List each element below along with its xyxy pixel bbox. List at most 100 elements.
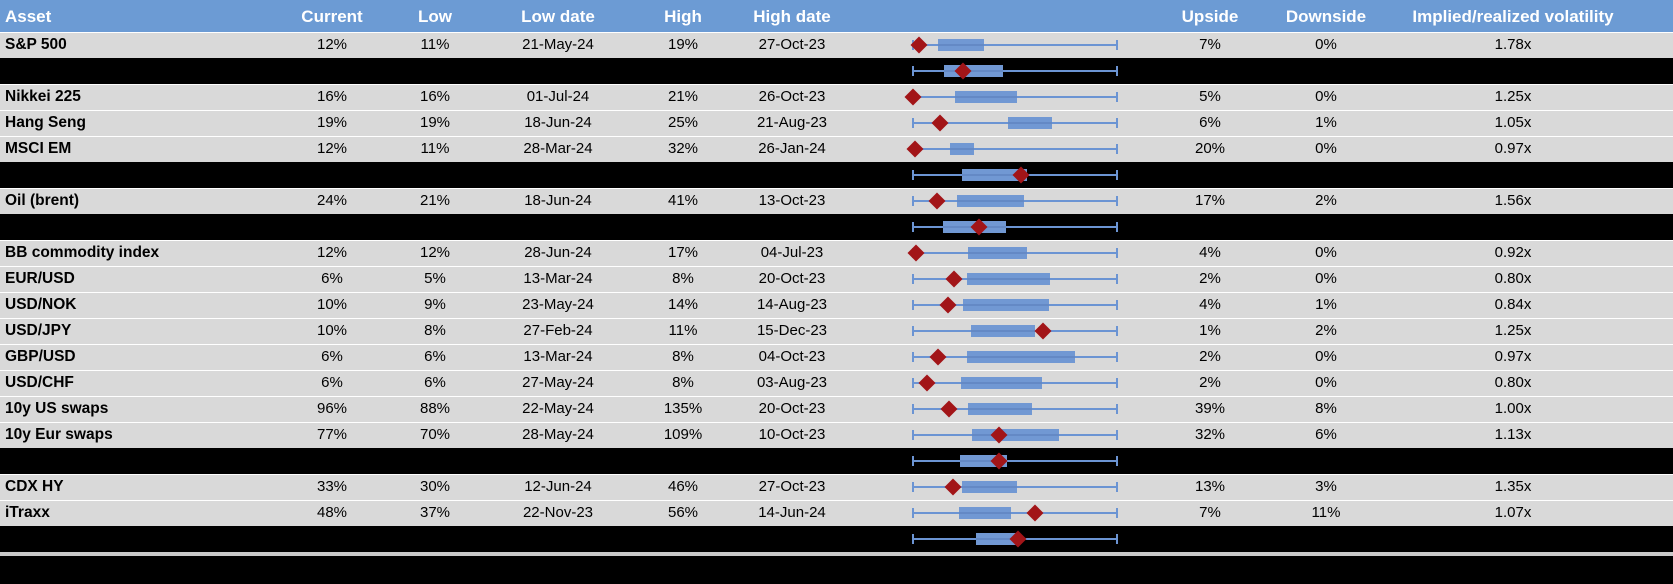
volatility-range-chart: [855, 58, 1175, 84]
cell-asset: GBP/USD: [5, 348, 76, 365]
iqr-box: [967, 351, 1075, 363]
cell-current: 33%: [316, 478, 348, 495]
range-whisker: [913, 226, 1117, 228]
whisker-cap-right: [1116, 196, 1118, 206]
iqr-box: [944, 65, 1003, 77]
cell-low: 30%: [419, 478, 451, 495]
current-diamond-marker: [904, 88, 922, 106]
volatility-range-chart: [855, 318, 1175, 344]
cell-low: 9%: [424, 296, 446, 313]
whisker-cap-left: [912, 482, 914, 492]
whisker-cap-right: [1116, 144, 1118, 154]
whisker-cap-right: [1116, 222, 1118, 232]
column-header-asset: Asset: [5, 7, 52, 26]
cell-upside: 39%: [1194, 400, 1226, 417]
whisker-cap-left: [912, 378, 914, 388]
whisker-cap-left: [912, 326, 914, 336]
table-row-gbp-usd: GBP/USD 6% 6% 13-Mar-24 8% 04-Oct-23 2% 0% 0.97x: [0, 344, 1673, 370]
volatility-range-chart: [855, 32, 1175, 58]
cell-low-date: 27-Feb-24: [523, 322, 593, 339]
cell-implied-realized: 0.97x: [1494, 140, 1532, 157]
cell-upside: 4%: [1199, 296, 1221, 313]
cell-low-date: 18-Jun-24: [524, 114, 592, 131]
current-diamond-marker: [918, 374, 936, 392]
iqr-box: [958, 507, 1011, 519]
cell-low: 19%: [419, 114, 451, 131]
cell-downside: 1%: [1315, 296, 1337, 313]
cell-low-date: 23-May-24: [522, 296, 594, 313]
range-whisker: [913, 148, 1117, 150]
cell-low: 6%: [424, 348, 446, 365]
cell-high-date: 20-Oct-23: [758, 270, 826, 287]
volatility-range-chart: [855, 526, 1175, 552]
cell-low-date: 22-May-24: [522, 400, 594, 417]
table-row-bb-commodity-index: BB commodity index 12% 12% 28-Jun-24 17% 04-J…: [0, 240, 1673, 266]
whisker-cap-right: [1116, 456, 1118, 466]
cell-asset: USD/CHF: [5, 374, 74, 391]
cell-implied-realized: 0.84x: [1494, 296, 1532, 313]
column-header-low: Low: [418, 7, 452, 26]
table-row-usd-nok: USD/NOK 10% 9% 23-May-24 14% 14-Aug-23 4% 1% 0.8…: [0, 292, 1673, 318]
spacer-row: [0, 214, 1673, 240]
column-header-implied-realized: Implied/realized volatility: [1412, 7, 1614, 26]
whisker-cap-left: [912, 456, 914, 466]
column-header-high-date: High date: [753, 7, 831, 26]
current-diamond-marker: [940, 400, 958, 418]
cell-implied-realized: 0.92x: [1494, 244, 1532, 261]
cell-upside: 2%: [1199, 374, 1221, 391]
iqr-box: [961, 481, 1018, 493]
cell-current: 24%: [316, 192, 348, 209]
whisker-cap-right: [1116, 66, 1118, 76]
cell-high: 21%: [667, 88, 699, 105]
cell-asset: EUR/USD: [5, 270, 75, 287]
current-diamond-marker: [931, 114, 949, 132]
cell-low: 16%: [419, 88, 451, 105]
range-whisker: [913, 460, 1117, 462]
cell-high: 25%: [667, 114, 699, 131]
cell-current: 96%: [316, 400, 348, 417]
range-whisker: [913, 512, 1117, 514]
cell-low-date: 01-Jul-24: [526, 88, 590, 105]
cell-downside: 6%: [1315, 426, 1337, 443]
table-row-oil-brent: Oil (brent) 24% 21% 18-Jun-24 41% 13-Oct-23 17…: [0, 188, 1673, 214]
cell-implied-realized: 1.13x: [1494, 426, 1532, 443]
cell-low-date: 13-Mar-24: [523, 270, 593, 287]
whisker-cap-right: [1116, 508, 1118, 518]
whisker-cap-right: [1116, 300, 1118, 310]
volatility-range-chart: [855, 110, 1175, 136]
cell-implied-realized: 0.97x: [1494, 348, 1532, 365]
table-row-usd-jpy: USD/JPY 10% 8% 27-Feb-24 11% 15-Dec-23 1% 2% 1.2…: [0, 318, 1673, 344]
iqr-box: [967, 273, 1051, 285]
table-row-hang-seng: Hang Seng 19% 19% 18-Jun-24 25% 21-Aug-23 6% 1%…: [0, 110, 1673, 136]
current-diamond-marker: [929, 348, 947, 366]
cell-current: 6%: [321, 270, 343, 287]
cell-high-date: 27-Oct-23: [758, 478, 826, 495]
cell-low-date: 18-Jun-24: [524, 192, 592, 209]
footer-strip: [0, 556, 1673, 584]
whisker-cap-left: [912, 66, 914, 76]
whisker-cap-right: [1116, 170, 1118, 180]
cell-asset: 10y Eur swaps: [5, 426, 113, 443]
iqr-box: [949, 143, 975, 155]
cell-high: 135%: [663, 400, 703, 417]
iqr-box: [938, 39, 984, 51]
column-header-high: High: [664, 7, 702, 26]
volatility-range-chart: [855, 240, 1175, 266]
cell-implied-realized: 1.35x: [1494, 478, 1532, 495]
cell-asset: CDX HY: [5, 478, 64, 495]
volatility-range-chart: [855, 188, 1175, 214]
volatility-range-chart: [855, 370, 1175, 396]
current-diamond-marker: [944, 478, 962, 496]
whisker-cap-right: [1116, 482, 1118, 492]
spacer-row: [0, 448, 1673, 474]
cell-high: 41%: [667, 192, 699, 209]
cell-high: 32%: [667, 140, 699, 157]
volatility-range-chart: [855, 422, 1175, 448]
whisker-cap-left: [912, 118, 914, 128]
cell-high: 8%: [672, 374, 694, 391]
cell-low-date: 28-Mar-24: [523, 140, 593, 157]
cell-downside: 3%: [1315, 478, 1337, 495]
volatility-range-chart: [855, 396, 1175, 422]
cell-high-date: 21-Aug-23: [756, 114, 828, 131]
